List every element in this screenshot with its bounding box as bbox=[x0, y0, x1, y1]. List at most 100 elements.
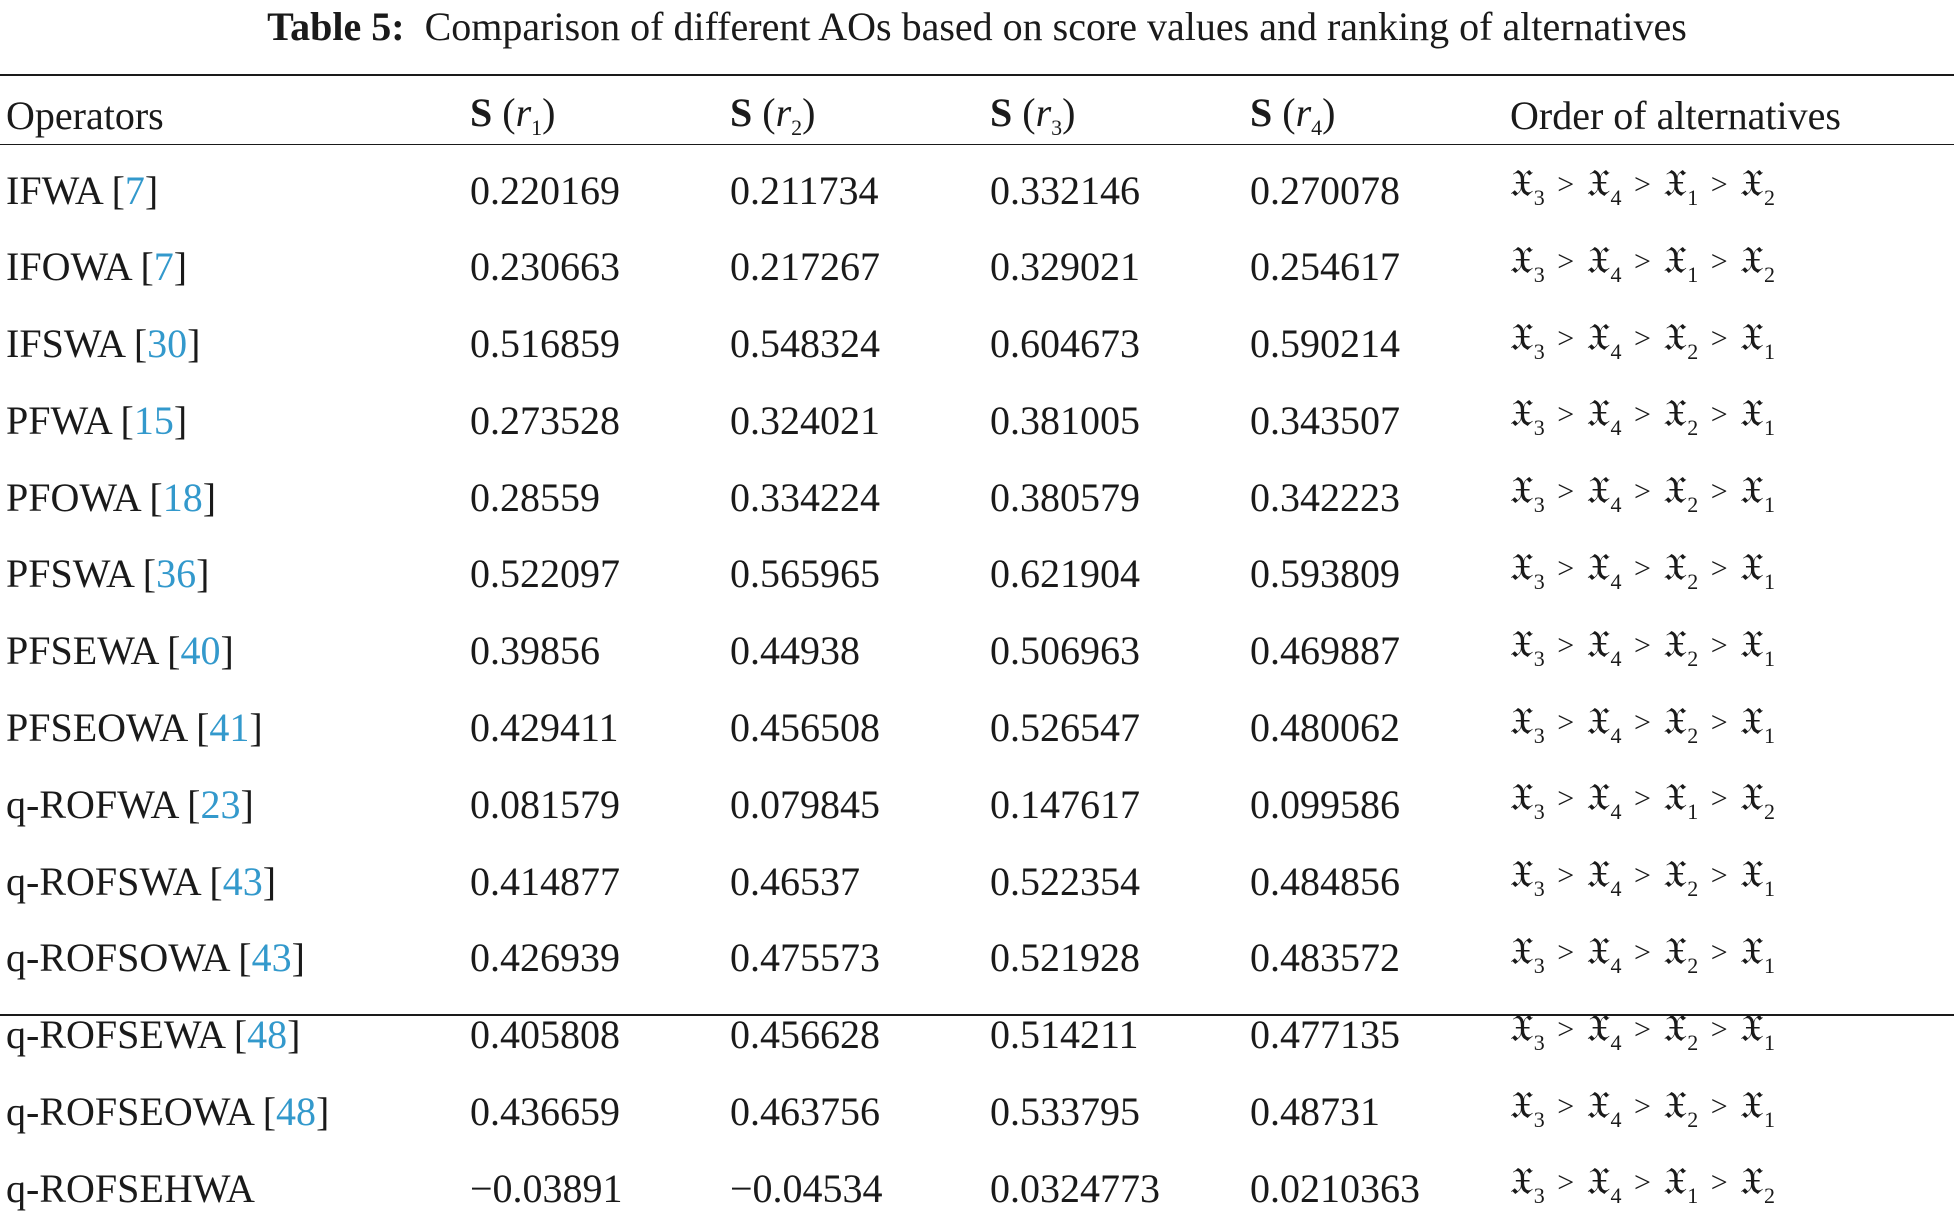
alternative-symbol: 𝔛 bbox=[1510, 1005, 1534, 1050]
alternative-index: 4 bbox=[1610, 492, 1623, 518]
score-cell-1: 0.516859 bbox=[470, 321, 620, 367]
operator-cell: PFOWA [18] bbox=[6, 474, 217, 520]
operator-name: PFOWA bbox=[6, 474, 140, 520]
alternative-index: 1 bbox=[1763, 1029, 1776, 1055]
score-cell-2: 0.211734 bbox=[730, 167, 879, 213]
alternative-symbol: 𝔛 bbox=[1740, 1159, 1764, 1204]
citation-link[interactable]: 30 bbox=[147, 321, 188, 367]
citation-link[interactable]: 48 bbox=[247, 1012, 288, 1058]
operator-name: PFWA bbox=[6, 397, 111, 443]
alternative-symbol: 𝔛 bbox=[1586, 161, 1611, 205]
table-caption: Table 5: Comparison of different AOs bas… bbox=[0, 2, 1954, 52]
alternative-symbol: 𝔛 bbox=[1586, 391, 1611, 436]
citation-link[interactable]: 43 bbox=[251, 935, 292, 981]
citation-link[interactable]: 15 bbox=[133, 397, 174, 443]
greater-than-sign: > bbox=[1557, 1012, 1575, 1046]
score-cell-1: 0.28559 bbox=[470, 474, 600, 520]
alternative-index: 2 bbox=[1687, 1029, 1699, 1055]
alternative-symbol: 𝔛 bbox=[1663, 161, 1688, 205]
citation-link[interactable]: 41 bbox=[209, 705, 250, 751]
top-rule bbox=[0, 74, 1954, 76]
order-cell: 𝔛3 > 𝔛4 > 𝔛1 > 𝔛2 bbox=[1510, 1150, 1950, 1227]
score-index: 4 bbox=[1311, 115, 1323, 140]
alternative-symbol: 𝔛 bbox=[1510, 314, 1534, 359]
score-cell-1: 0.436659 bbox=[470, 1089, 620, 1135]
score-cell-4: 0.484856 bbox=[1250, 858, 1400, 904]
citation-link[interactable]: 43 bbox=[222, 858, 263, 904]
table-row: IFOWA [7] 0.230663 0.217267 0.329021 0.25461… bbox=[0, 229, 1950, 306]
score-cell-4: 0.469887 bbox=[1250, 628, 1400, 674]
score-var: r bbox=[1035, 90, 1052, 135]
score-cell-3: 0.332146 bbox=[990, 167, 1140, 213]
greater-than-sign: > bbox=[1557, 475, 1575, 509]
alternative-symbol: 𝔛 bbox=[1510, 161, 1534, 205]
score-letter: S bbox=[990, 90, 1013, 135]
order-cell: 𝔛3 > 𝔛4 > 𝔛2 > 𝔛1 bbox=[1510, 536, 1950, 613]
greater-than-sign: > bbox=[1557, 244, 1575, 278]
alternative-index: 4 bbox=[1610, 1106, 1623, 1132]
greater-than-sign: > bbox=[1710, 859, 1729, 893]
score-table: Operators S (r1) S (r2) S (r3) S (r4) Or… bbox=[0, 84, 1950, 1227]
citation-link[interactable]: 7 bbox=[153, 244, 174, 290]
score-cell-4: 0.477135 bbox=[1250, 1012, 1400, 1058]
alternative-index: 3 bbox=[1533, 722, 1546, 748]
alternative-index: 1 bbox=[1687, 1183, 1699, 1209]
alternative-symbol: 𝔛 bbox=[1586, 852, 1611, 897]
alternative-index: 2 bbox=[1763, 1183, 1776, 1209]
score-letter: S bbox=[1250, 90, 1273, 135]
alternative-index: 1 bbox=[1687, 261, 1699, 287]
score-cell-3: 0.533795 bbox=[990, 1089, 1140, 1135]
greater-than-sign: > bbox=[1557, 1089, 1575, 1123]
score-cell-2: 0.548324 bbox=[730, 321, 880, 367]
citation-link[interactable]: 40 bbox=[180, 628, 221, 674]
greater-than-sign: > bbox=[1710, 168, 1729, 201]
greater-than-sign: > bbox=[1634, 1166, 1652, 1200]
citation-link[interactable]: 48 bbox=[276, 1089, 317, 1135]
alternative-symbol: 𝔛 bbox=[1663, 775, 1688, 820]
citation-link[interactable]: 18 bbox=[162, 474, 203, 520]
alternative-index: 4 bbox=[1610, 1029, 1623, 1055]
operator-cell: IFOWA [7] bbox=[6, 244, 188, 290]
alternative-symbol: 𝔛 bbox=[1663, 468, 1688, 513]
operator-name: q-ROFSWA bbox=[6, 858, 200, 904]
citation-link[interactable]: 23 bbox=[200, 781, 241, 827]
greater-than-sign: > bbox=[1710, 1089, 1729, 1123]
operator-name: q-ROFWA bbox=[6, 781, 178, 827]
score-cell-3: 0.329021 bbox=[990, 244, 1140, 290]
greater-than-sign: > bbox=[1710, 1166, 1729, 1200]
greater-than-sign: > bbox=[1710, 321, 1729, 355]
score-cell-2: 0.456508 bbox=[730, 705, 880, 751]
header-row: Operators S (r1) S (r2) S (r3) S (r4) Or… bbox=[0, 84, 1950, 146]
greater-than-sign: > bbox=[1557, 551, 1575, 585]
citation-link[interactable]: 36 bbox=[156, 551, 197, 597]
greater-than-sign: > bbox=[1634, 475, 1652, 509]
operator-cell: PFSEOWA [41] bbox=[6, 705, 263, 751]
table-row: q-ROFSEOWA [48] 0.436659 0.463756 0.533795 0… bbox=[0, 1074, 1950, 1151]
alternative-index: 3 bbox=[1533, 952, 1546, 978]
score-cell-4: 0.254617 bbox=[1250, 244, 1400, 290]
score-index: 3 bbox=[1051, 115, 1063, 140]
operator-name: q-ROFSEHWA bbox=[6, 1165, 255, 1211]
greater-than-sign: > bbox=[1557, 935, 1575, 969]
alternative-index: 3 bbox=[1533, 876, 1546, 902]
bottom-rule bbox=[0, 1014, 1954, 1016]
order-cell: 𝔛3 > 𝔛4 > 𝔛2 > 𝔛1 bbox=[1510, 997, 1950, 1074]
alternative-symbol: 𝔛 bbox=[1740, 237, 1764, 282]
score-cell-1: 0.429411 bbox=[470, 705, 619, 751]
score-cell-2: 0.456628 bbox=[730, 1012, 880, 1058]
alternative-symbol: 𝔛 bbox=[1740, 314, 1764, 359]
order-cell: 𝔛3 > 𝔛4 > 𝔛2 > 𝔛1 bbox=[1510, 306, 1950, 383]
operator-cell: q-ROFSEHWA bbox=[0, 1150, 470, 1227]
table-row: IFWA [7] 0.220169 0.211734 0.332146 0.270078… bbox=[0, 146, 1950, 229]
alternative-symbol: 𝔛 bbox=[1740, 1082, 1764, 1127]
greater-than-sign: > bbox=[1634, 628, 1652, 662]
alternative-symbol: 𝔛 bbox=[1586, 928, 1611, 973]
score-var: r bbox=[775, 90, 792, 135]
greater-than-sign: > bbox=[1557, 705, 1575, 739]
score-cell-1: 0.230663 bbox=[470, 244, 620, 290]
score-var: r bbox=[515, 90, 532, 135]
score-cell-3: 0.506963 bbox=[990, 628, 1140, 674]
header-operators: Operators bbox=[6, 92, 164, 138]
citation-link[interactable]: 7 bbox=[124, 167, 145, 213]
operator-cell: q-ROFSEWA [48] bbox=[6, 1012, 301, 1058]
